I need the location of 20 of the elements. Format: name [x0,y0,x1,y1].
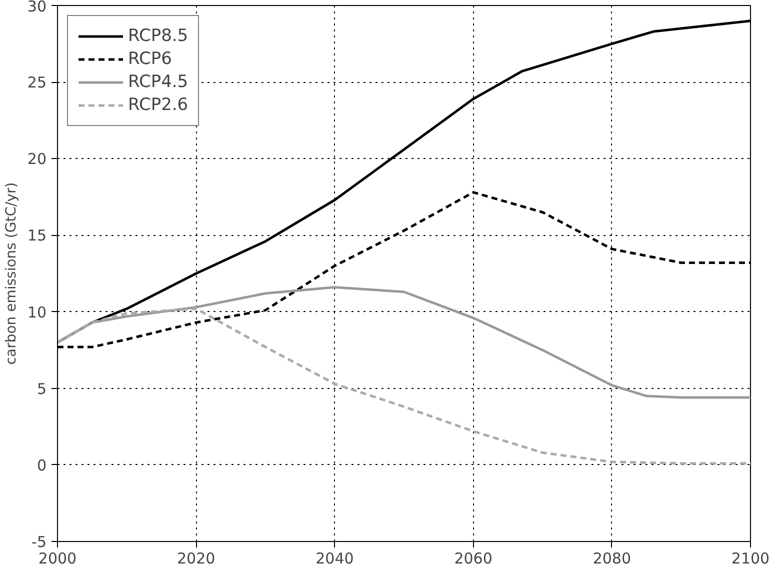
y-tick-label: 30 [27,0,47,16]
y-tick-label: 5 [36,380,47,398]
x-tick-label: 2060 [454,550,492,568]
y-tick-label: 10 [27,303,47,322]
y-axis-title: carbon emissions (GtC/yr) [3,182,20,365]
y-tick-label: -5 [32,533,47,551]
x-tick-label: 2100 [731,550,770,568]
line-series [58,307,750,465]
legend-label: RCP4.5 [128,72,188,92]
x-tick-label: 2020 [177,550,216,568]
y-tick-label: 15 [27,226,47,245]
legend-label: RCP6 [128,49,172,69]
y-tick-label: 0 [36,456,47,474]
legend-label: RCP8.5 [128,26,188,46]
y-tick-label: 20 [27,150,47,168]
x-tick-label: 2080 [592,550,631,568]
legend-label: RCP2.6 [128,95,188,115]
x-tick-label: 2040 [316,550,354,568]
x-tick-label: 2000 [38,550,77,568]
y-tick-label: 25 [27,74,47,92]
